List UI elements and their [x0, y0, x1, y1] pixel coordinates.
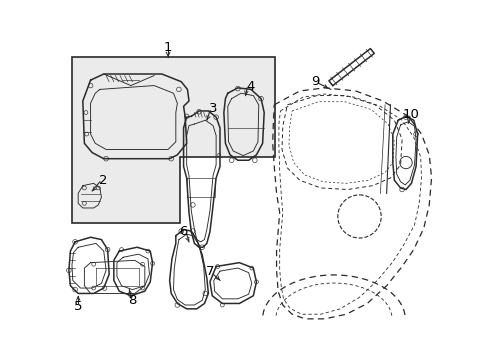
- Text: 3: 3: [208, 102, 217, 115]
- Text: 4: 4: [245, 80, 254, 93]
- Text: 10: 10: [402, 108, 419, 121]
- Text: 8: 8: [128, 294, 136, 307]
- Text: 7: 7: [205, 265, 214, 278]
- Text: 9: 9: [310, 75, 319, 88]
- Text: 2: 2: [99, 174, 108, 187]
- Polygon shape: [72, 57, 274, 222]
- Text: 5: 5: [74, 300, 82, 313]
- Text: 1: 1: [163, 41, 172, 54]
- Text: 6: 6: [179, 225, 187, 238]
